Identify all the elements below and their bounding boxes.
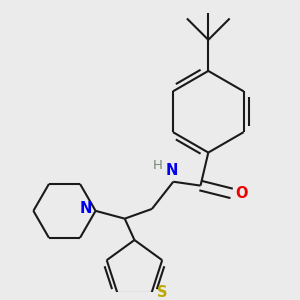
Text: N: N [79, 201, 92, 216]
Text: N: N [165, 163, 178, 178]
Text: O: O [236, 186, 248, 201]
Text: H: H [153, 159, 163, 172]
Text: S: S [158, 285, 168, 300]
